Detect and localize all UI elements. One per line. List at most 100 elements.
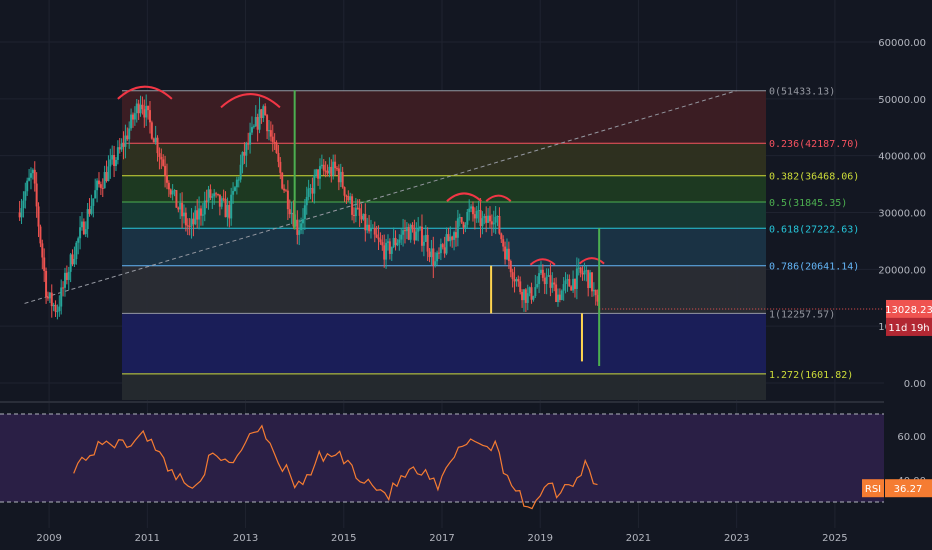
fib-band (122, 143, 766, 176)
candle-body (171, 191, 174, 195)
candle-body (75, 242, 78, 260)
candle-body (220, 198, 223, 207)
candle-body (426, 234, 429, 252)
candle-body (199, 208, 202, 216)
candle-body (111, 155, 114, 160)
time-tick-label: 2009 (36, 533, 61, 544)
candle-body (222, 198, 225, 200)
candle-body (266, 115, 269, 132)
fib-label: 0.786(20641.14) (769, 262, 859, 273)
candle-body (562, 284, 565, 291)
candle-body (398, 239, 401, 243)
candle-body (556, 294, 559, 303)
fib-label: 0.236(42187.70) (769, 139, 859, 150)
candle-body (20, 208, 23, 218)
time-tick-label: 2015 (331, 533, 356, 544)
time-axis[interactable]: 2009 2011 2013 2015 2017 2019 2021 2023 2025 (36, 533, 847, 544)
candle-body (116, 147, 119, 160)
candle-body (471, 206, 474, 215)
price-tick-label: 40000.00 (878, 152, 926, 163)
candle-body (94, 190, 97, 199)
candle-body (594, 289, 597, 296)
candle-body (420, 226, 423, 246)
candle-body (485, 216, 488, 223)
candle-body (436, 252, 439, 262)
candle-body (509, 260, 512, 273)
candle-body (337, 168, 340, 183)
candle-body (445, 234, 448, 254)
candle-body (488, 215, 491, 222)
candle-body (88, 209, 91, 214)
candle-body (575, 268, 578, 289)
candle-body (568, 279, 571, 287)
candle-body (339, 171, 342, 183)
candle-body (447, 234, 450, 242)
candle-body (107, 166, 110, 181)
candle-body (303, 205, 306, 220)
candle-body (254, 117, 257, 127)
candle-body (358, 208, 361, 216)
candlesticks (18, 94, 599, 320)
candle-body (82, 221, 85, 235)
candle-body (184, 212, 187, 226)
head-arc (446, 192, 482, 202)
candle-body (292, 212, 295, 227)
fib-band (122, 90, 766, 144)
candle-body (481, 218, 484, 227)
fib-label: 0.5(31845.35) (769, 198, 847, 209)
candle-body (368, 224, 371, 232)
trendline (24, 90, 737, 304)
fib-band (122, 175, 766, 203)
candle-body (135, 103, 138, 114)
candle-body (479, 210, 482, 227)
head-arc (578, 257, 605, 265)
candle-body (360, 215, 363, 220)
candle-body (96, 180, 99, 191)
candle-body (239, 164, 242, 180)
candle-body (315, 169, 318, 176)
pattern-arcs (117, 85, 605, 266)
candle-body (35, 183, 38, 207)
candle-body (45, 270, 48, 297)
time-tick-label: 2021 (626, 533, 651, 544)
candle-body (181, 202, 184, 217)
candle-body (547, 275, 550, 277)
candle-body (385, 242, 388, 260)
rsi-value-label: 36.27 (894, 484, 923, 495)
candle-body (517, 279, 520, 282)
candle-body (267, 130, 270, 132)
candle-body (141, 104, 144, 110)
candle-body (182, 212, 185, 217)
candle-body (511, 272, 514, 280)
candle-body (494, 216, 497, 223)
candle-body (356, 207, 359, 209)
candle-body (158, 153, 161, 157)
candle-body (432, 248, 435, 266)
candle-body (530, 287, 533, 300)
candle-body (334, 161, 337, 169)
candle-body (150, 122, 153, 139)
candle-body (526, 293, 529, 303)
fib-band (122, 228, 766, 266)
candle-body (464, 224, 467, 228)
price-badges: 13028.23 11d 19h RSI 36.27 (599, 299, 932, 498)
rsi-value-badge (885, 479, 932, 498)
candle-body (460, 217, 463, 223)
candle-body (345, 195, 348, 197)
candle-body (332, 161, 335, 176)
candle-body (213, 193, 216, 197)
candle-body (58, 306, 61, 312)
candle-body (99, 184, 102, 188)
candle-body (264, 106, 267, 116)
candle-body (322, 164, 325, 171)
candle-body (249, 132, 252, 145)
candle-body (305, 196, 308, 206)
fib-label: 0.382(36468.06) (769, 172, 859, 183)
candle-body (226, 204, 229, 218)
candle-body (477, 210, 480, 212)
candle-body (560, 290, 563, 300)
candle-body (209, 189, 212, 198)
candle-body (328, 166, 331, 174)
candle-body (301, 219, 304, 224)
